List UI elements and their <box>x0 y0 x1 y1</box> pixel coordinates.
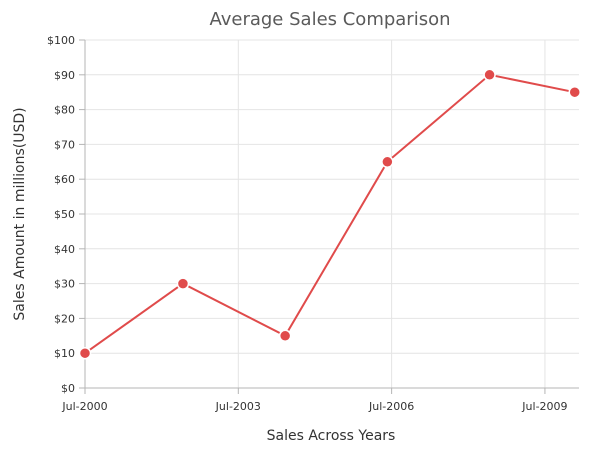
y-tick-label: $20 <box>54 312 75 325</box>
y-tick-label: $90 <box>54 69 75 82</box>
x-tick-label: Jul-2006 <box>368 400 414 413</box>
y-tick-label: $0 <box>61 382 75 395</box>
y-tick-label: $70 <box>54 138 75 151</box>
y-tick-label: $100 <box>47 34 75 47</box>
y-tick-labels: $0 $10 $20 $30 $40 $50 $60 $70 $80 $90 $100 <box>47 34 85 395</box>
data-point[interactable] <box>381 155 394 169</box>
data-point[interactable] <box>176 277 190 290</box>
y-tick-label: $80 <box>54 104 75 117</box>
y-gridlines <box>85 39 579 354</box>
y-tick-label: $10 <box>54 347 75 360</box>
chart-title: Average Sales Comparison <box>209 9 450 30</box>
y-axis-title: Sales Amount in millions(USD) <box>12 107 28 320</box>
data-point[interactable] <box>278 329 292 343</box>
y-tick-label: $30 <box>54 278 75 291</box>
x-tick-label: Jul-2000 <box>61 400 107 413</box>
x-tick-label: Jul-2003 <box>215 400 261 413</box>
y-tick-label: $40 <box>54 243 75 256</box>
data-point[interactable] <box>78 346 92 360</box>
data-point[interactable] <box>483 68 496 82</box>
y-tick-label: $60 <box>54 173 75 186</box>
x-axis-title: Sales Across Years <box>267 428 396 444</box>
x-tick-label: Jul-2009 <box>521 400 567 413</box>
y-tick-label: $50 <box>54 208 75 221</box>
x-tick-labels: Jul-2000 Jul-2003 Jul-2006 Jul-2009 <box>61 388 568 413</box>
series-line <box>84 73 575 355</box>
series-layer <box>78 68 581 360</box>
data-point[interactable] <box>568 85 581 99</box>
